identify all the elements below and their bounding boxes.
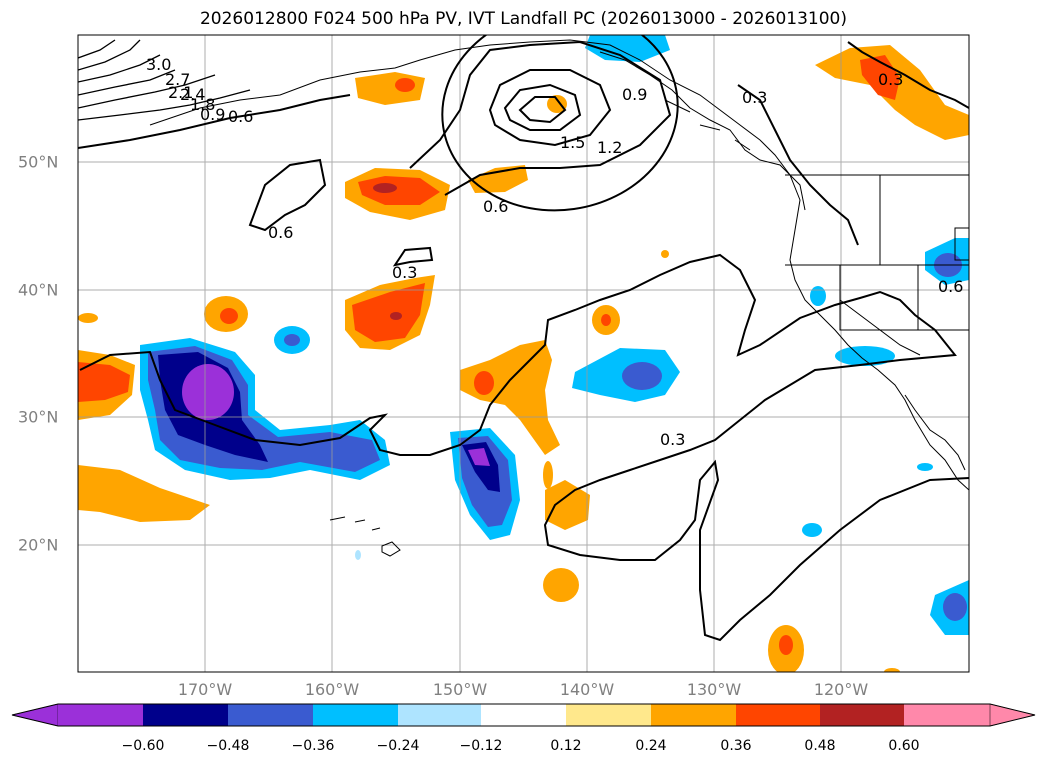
colorbar-seg [398,704,481,726]
contour-label-layer: 3.0 2.7 2.4 2.1 1.8 0.9 0.6 1.5 1.2 0.9 … [146,55,963,449]
colorbar-seg [143,704,228,726]
colorbar-seg [904,704,990,726]
contour-label: 2.1 [168,83,193,102]
contour-label: 0.9 [622,85,647,104]
colorbar-tick-label: −0.12 [459,738,503,754]
lat-label: 40°N [18,280,59,300]
contour-label: 0.3 [742,88,767,107]
contour-label: 0.3 [392,263,417,282]
coastlines [149,39,969,557]
contour-label: 0.3 [660,430,685,449]
contour-label: 0.6 [228,107,253,126]
lon-label: 140°W [559,680,615,699]
map-plot-area: 3.0 2.7 2.4 2.1 1.8 0.9 0.6 1.5 1.2 0.9 … [78,35,969,672]
contour-label: 1.8 [190,95,215,114]
colorbar [11,703,1036,727]
contour-label: 3.0 [146,55,171,74]
colorbar-seg [566,704,651,726]
negative-core-west [182,364,234,420]
contour-label: 1.2 [597,138,622,157]
colorbar-tick-label: 0.12 [550,738,582,754]
lat-label: 50°N [18,152,59,172]
contour-label: 2.7 [165,70,190,89]
contour-label: 0.9 [200,105,225,124]
colorbar-seg [651,704,736,726]
colorbar-seg [481,704,566,726]
colorbar-tick-label: 0.48 [804,738,836,754]
colorbar-tick-label: −0.60 [121,738,165,754]
colorbar-tick-label: −0.24 [376,738,420,754]
contour-label: 0.6 [938,277,963,296]
map-title: 2026012800 F024 500 hPa PV, IVT Landfall… [199,9,847,29]
colorbar-extend-max [989,703,1036,727]
pv-contours [78,35,969,642]
ivt-fill-layer [78,35,969,672]
colorbar-seg [58,704,143,726]
contour-label: 0.6 [483,197,508,216]
map-gridlines [78,35,969,672]
colorbar-seg [313,704,398,726]
colorbar-tick-label: 0.60 [888,738,920,754]
contour-label: 0.3 [878,70,903,89]
colorbar-tick-label: −0.48 [206,738,250,754]
lon-label: 160°W [304,680,360,699]
lat-label: 30°N [18,407,59,427]
lon-label: 120°W [813,680,869,699]
lon-label: 130°W [686,680,742,699]
contour-label: 1.5 [560,133,585,152]
colorbar-tick-label: 0.36 [720,738,752,754]
colorbar-seg [820,704,904,726]
colorbar-tick-label: 0.24 [635,738,667,754]
colorbar-tick-label: −0.36 [291,738,335,754]
colorbar-seg [228,704,313,726]
lon-label: 170°W [177,680,233,699]
colorbar-extend-min [11,703,59,727]
contour-label: 2.4 [180,85,205,104]
colorbar-seg [736,704,820,726]
map-frame [77,34,970,673]
lon-label: 150°W [432,680,488,699]
lat-label: 20°N [18,535,59,555]
contour-label: 0.6 [268,223,293,242]
